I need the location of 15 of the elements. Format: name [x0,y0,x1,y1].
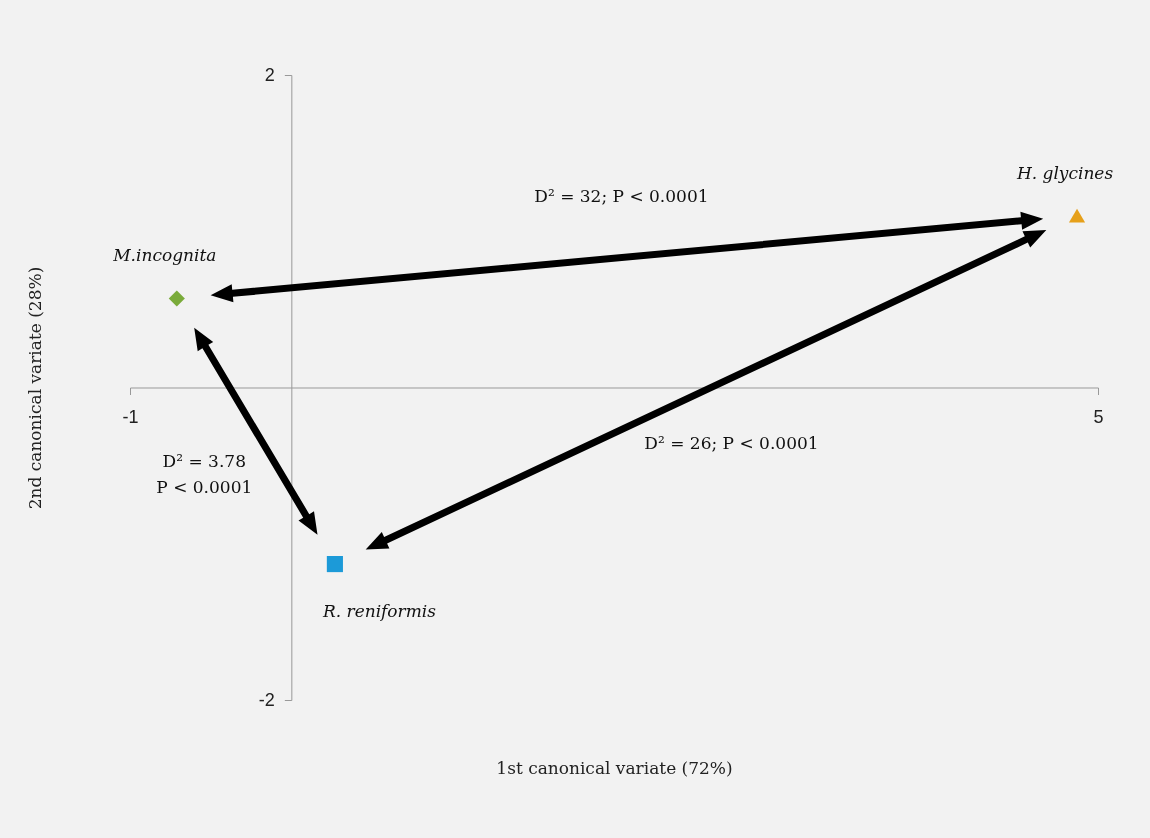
point [1068,208,1086,223]
x-tick-label: -1 [122,407,139,427]
point [168,290,185,307]
x-tick-label: 5 [1093,407,1104,427]
y-axis-title: 2nd canonical variate (28%) [25,266,46,510]
text: M.incognita [112,245,217,266]
y-tick-label: 2 [264,64,275,85]
x-axis-title: 1st canonical variate (72%) [496,757,733,778]
annotation: D² = 26; P < 0.0001 [644,433,819,454]
annotation: D² = 3.78 P < 0.0001 [156,450,253,497]
point [326,556,343,573]
series-label: R. reniformis [321,601,437,622]
y-tick-label: -2 [258,689,275,710]
annotation: D² = 32; P < 0.0001 [534,186,709,207]
text: H. glycines [1015,162,1114,183]
